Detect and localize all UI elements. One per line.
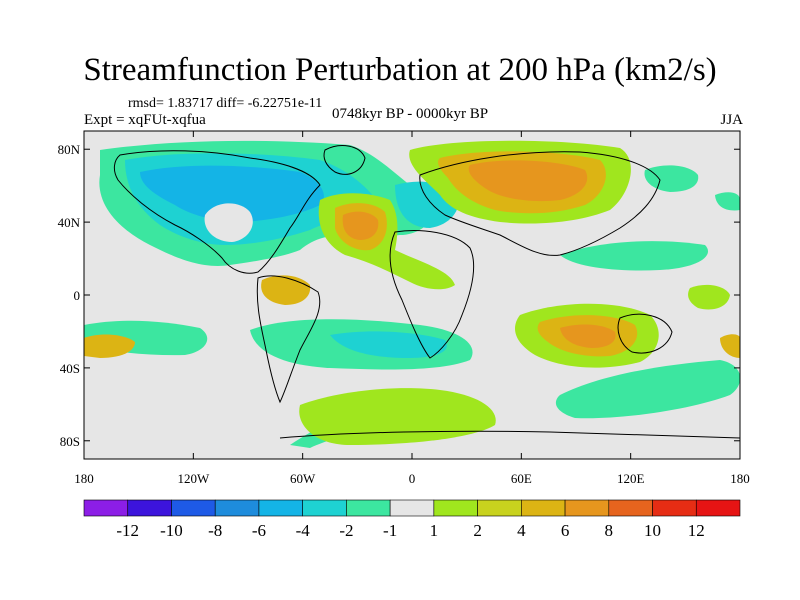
y-tick-label: 80S <box>60 434 80 449</box>
colorbar-swatch <box>695 499 741 517</box>
colorbar-swatch <box>171 499 216 517</box>
colorbar-label: -6 <box>252 521 266 540</box>
colorbar-swatch <box>127 499 172 517</box>
positive-region-north-atlantic-core <box>342 211 379 240</box>
outline-eurasia <box>419 151 661 256</box>
positive-region-edge-pacific-west <box>84 334 135 358</box>
colorbar-label: -8 <box>208 521 222 540</box>
positive-region-south-america <box>261 275 311 305</box>
y-tick-label: 40S <box>60 361 80 376</box>
negative-region-edge-pacific <box>715 192 740 211</box>
x-tick-label: 180 <box>74 471 94 486</box>
colorbar-label: 12 <box>688 521 705 540</box>
x-tick-label: 60E <box>511 471 532 486</box>
period-label: 0748kyr BP - 0000kyr BP <box>331 106 489 122</box>
neutral-hole-hudson <box>204 203 253 242</box>
positive-region-south-indian-core <box>560 324 616 348</box>
colorbar-swatch <box>521 499 566 517</box>
colorbar: -12 -10 -8 -6 -4 -2 -1 1 2 4 6 8 10 12 <box>83 499 741 540</box>
y-tick-label: 40N <box>58 215 81 230</box>
colorbar-label: -12 <box>116 521 139 540</box>
y-axis: 80N 40N 0 40S 80S <box>58 142 740 449</box>
x-tick-label: 60W <box>290 471 316 486</box>
outline-australia <box>617 313 673 354</box>
x-tick-label: 180 <box>730 471 750 486</box>
colorbar-swatch <box>389 499 435 517</box>
chart-title: Streamfunction Perturbation at 200 hPa (… <box>83 52 717 88</box>
experiment-label: Expt = xqFUt-xqfua <box>84 112 206 128</box>
colorbar-label: -10 <box>160 521 183 540</box>
colorbar-swatch <box>433 499 478 517</box>
colorbar-swatch <box>258 499 303 517</box>
outline-south-america <box>256 275 321 404</box>
colorbar-swatch <box>608 499 653 517</box>
x-axis: 180 120W 60W 0 60E 120E 180 <box>74 131 750 486</box>
stats-line: rmsd= 1.83717 diff= -6.22751e-11 <box>128 96 323 111</box>
colorbar-swatch <box>652 499 697 517</box>
colorbar-label: 6 <box>561 521 570 540</box>
colorbar-label: -4 <box>296 521 311 540</box>
positive-region-edge-pacific-east <box>720 334 740 358</box>
outline-greenland <box>323 145 366 175</box>
colorbar-swatch <box>83 499 129 517</box>
colorbar-label: -2 <box>339 521 353 540</box>
x-tick-label: 120W <box>177 471 210 486</box>
positive-region-west-pacific <box>688 284 730 310</box>
colorbar-swatch <box>214 499 260 517</box>
x-tick-label: 120E <box>617 471 645 486</box>
season-label: JJA <box>720 112 743 128</box>
colorbar-swatch <box>477 499 522 517</box>
positive-region-eurasia-core <box>468 160 588 202</box>
colorbar-label: 10 <box>644 521 661 540</box>
colorbar-label: 2 <box>473 521 482 540</box>
negative-region-southern-indian <box>555 360 740 419</box>
colorbar-swatch <box>564 499 610 517</box>
colorbar-swatch <box>346 499 391 517</box>
colorbar-label: -1 <box>383 521 397 540</box>
outline-antarctica <box>279 430 740 439</box>
colorbar-label: 4 <box>517 521 526 540</box>
outline-north-america <box>113 150 321 274</box>
colorbar-label: 8 <box>605 521 614 540</box>
colorbar-swatch <box>302 499 347 517</box>
colorbar-label: 1 <box>430 521 439 540</box>
coastlines <box>113 145 740 439</box>
outline-africa <box>389 230 475 359</box>
x-tick-label: 0 <box>409 471 416 486</box>
negative-region-tropical-west-pacific <box>560 241 708 271</box>
negative-region-north-america-core <box>140 165 324 222</box>
y-tick-label: 80N <box>58 142 81 157</box>
y-tick-label: 0 <box>74 288 81 303</box>
negative-region-south-atlantic-core <box>330 331 447 358</box>
contour-field <box>84 131 740 459</box>
